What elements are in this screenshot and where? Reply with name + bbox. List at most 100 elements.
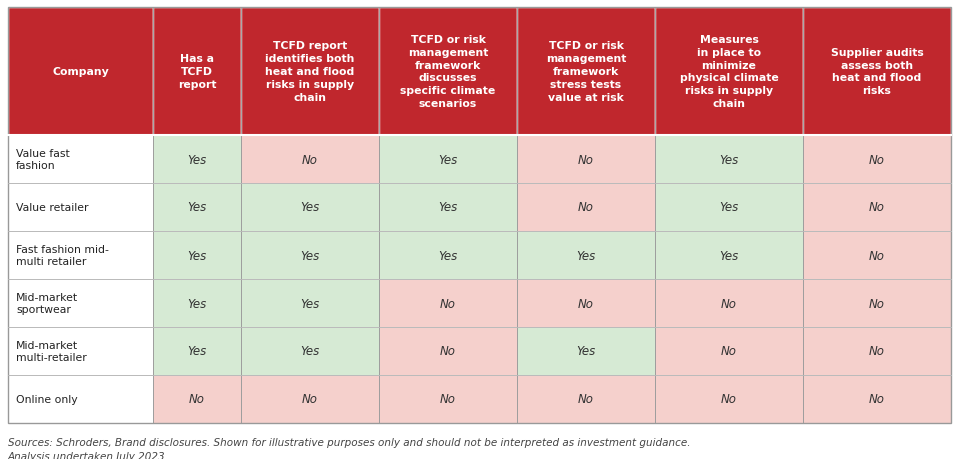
Text: Yes: Yes — [300, 345, 320, 358]
Bar — [379, 280, 517, 327]
Bar — [517, 231, 655, 280]
Bar — [379, 184, 517, 231]
Bar — [379, 375, 517, 423]
Text: Supplier audits
assess both
heat and flood
risks: Supplier audits assess both heat and flo… — [830, 48, 924, 96]
Bar — [8, 184, 153, 231]
Bar — [8, 280, 153, 327]
Bar — [153, 8, 241, 136]
Text: No: No — [578, 297, 594, 310]
Text: Yes: Yes — [576, 249, 595, 262]
Bar — [153, 280, 241, 327]
Text: Yes: Yes — [300, 249, 320, 262]
Bar — [8, 327, 153, 375]
Text: Yes: Yes — [719, 201, 738, 214]
Text: No: No — [869, 392, 885, 406]
Text: No: No — [302, 153, 318, 166]
Bar — [655, 136, 803, 184]
Bar — [241, 327, 379, 375]
Text: Analysis undertaken July 2023.: Analysis undertaken July 2023. — [8, 451, 169, 459]
Text: Yes: Yes — [300, 297, 320, 310]
Bar — [803, 375, 951, 423]
Text: No: No — [869, 249, 885, 262]
Bar — [803, 231, 951, 280]
Text: Mid-market
sportwear: Mid-market sportwear — [16, 292, 78, 314]
Bar — [655, 327, 803, 375]
Bar — [517, 375, 655, 423]
Text: Yes: Yes — [187, 297, 206, 310]
Bar — [8, 231, 153, 280]
Text: No: No — [869, 345, 885, 358]
Bar — [241, 184, 379, 231]
Text: No: No — [440, 345, 456, 358]
Bar — [517, 184, 655, 231]
Text: Yes: Yes — [719, 249, 738, 262]
Bar — [803, 136, 951, 184]
Bar — [379, 136, 517, 184]
Text: Yes: Yes — [439, 249, 458, 262]
Text: Company: Company — [52, 67, 108, 77]
Text: No: No — [721, 345, 737, 358]
Bar — [241, 8, 379, 136]
Bar — [655, 280, 803, 327]
Bar — [153, 375, 241, 423]
Bar — [241, 231, 379, 280]
Bar — [655, 184, 803, 231]
Text: No: No — [869, 297, 885, 310]
Text: Mid-market
multi-retailer: Mid-market multi-retailer — [16, 340, 86, 363]
Bar — [153, 184, 241, 231]
Text: Value retailer: Value retailer — [16, 202, 88, 213]
Text: No: No — [721, 392, 737, 406]
Text: Value fast
fashion: Value fast fashion — [16, 148, 70, 171]
Text: Yes: Yes — [576, 345, 595, 358]
Bar — [8, 136, 153, 184]
Text: Yes: Yes — [439, 201, 458, 214]
Text: No: No — [440, 392, 456, 406]
Text: No: No — [869, 201, 885, 214]
Bar — [517, 280, 655, 327]
Text: Yes: Yes — [187, 153, 206, 166]
Text: Has a
TCFD
report: Has a TCFD report — [178, 54, 216, 90]
Bar — [517, 136, 655, 184]
Text: TCFD report
identifies both
heat and flood
risks in supply
chain: TCFD report identifies both heat and flo… — [265, 41, 354, 102]
Text: No: No — [869, 153, 885, 166]
Bar — [8, 8, 153, 136]
Bar — [655, 8, 803, 136]
Text: Sources: Schroders, Brand disclosures. Shown for illustrative purposes only and : Sources: Schroders, Brand disclosures. S… — [8, 437, 690, 447]
Bar — [803, 327, 951, 375]
Bar — [241, 136, 379, 184]
Text: Yes: Yes — [187, 345, 206, 358]
Bar — [517, 8, 655, 136]
Text: TCFD or risk
management
framework
stress tests
value at risk: TCFD or risk management framework stress… — [546, 41, 626, 102]
Text: No: No — [578, 153, 594, 166]
Text: No: No — [578, 392, 594, 406]
Bar — [241, 280, 379, 327]
Bar — [153, 327, 241, 375]
Text: No: No — [302, 392, 318, 406]
Bar — [803, 8, 951, 136]
Text: Yes: Yes — [439, 153, 458, 166]
Bar — [379, 231, 517, 280]
Bar — [655, 231, 803, 280]
Text: TCFD or risk
management
framework
discusses
specific climate
scenarios: TCFD or risk management framework discus… — [400, 35, 495, 109]
Text: Yes: Yes — [187, 249, 206, 262]
Text: Fast fashion mid-
multi retailer: Fast fashion mid- multi retailer — [16, 244, 108, 267]
Text: No: No — [578, 201, 594, 214]
Bar — [379, 8, 517, 136]
Bar — [241, 375, 379, 423]
Bar — [803, 280, 951, 327]
Bar — [153, 136, 241, 184]
Bar — [517, 327, 655, 375]
Text: No: No — [440, 297, 456, 310]
Bar — [803, 184, 951, 231]
Bar — [655, 375, 803, 423]
Bar — [153, 231, 241, 280]
Bar — [8, 375, 153, 423]
Text: Online only: Online only — [16, 394, 78, 404]
Text: Yes: Yes — [300, 201, 320, 214]
Text: Yes: Yes — [187, 201, 206, 214]
Text: No: No — [189, 392, 205, 406]
Bar — [379, 327, 517, 375]
Text: No: No — [721, 297, 737, 310]
Text: Yes: Yes — [719, 153, 738, 166]
Text: Measures
in place to
minimize
physical climate
risks in supply
chain: Measures in place to minimize physical c… — [680, 35, 779, 109]
